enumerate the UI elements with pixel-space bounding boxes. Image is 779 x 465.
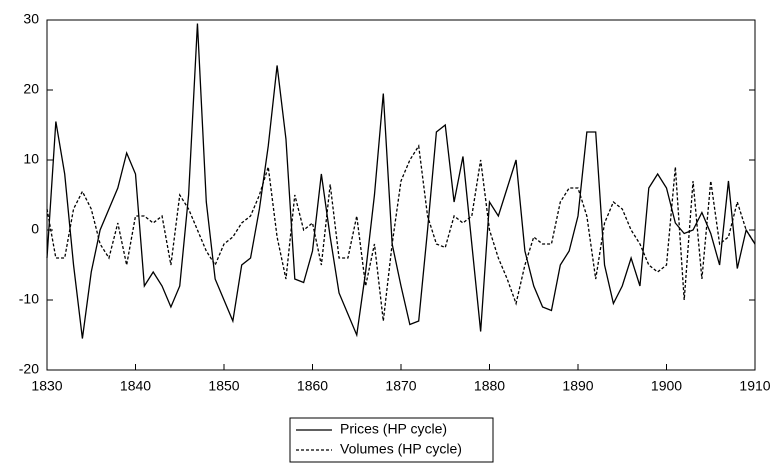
legend-box	[289, 417, 494, 463]
series-line	[46, 144, 756, 322]
y-tick-label: -10	[19, 291, 39, 307]
x-tick-label: 1900	[651, 378, 682, 394]
x-tick-label: 1840	[120, 378, 151, 394]
series-line	[46, 23, 756, 339]
x-tick-label: 1830	[31, 378, 62, 394]
y-tick-label: 20	[23, 81, 39, 97]
legend-label: Prices (HP cycle)	[340, 421, 447, 437]
y-tick-label: 10	[23, 151, 39, 167]
x-tick-label: 1890	[562, 378, 593, 394]
x-tick-label: 1860	[297, 378, 328, 394]
x-tick-label: 1880	[474, 378, 505, 394]
y-tick-label: -20	[19, 361, 39, 377]
x-tick-label: 1850	[208, 378, 239, 394]
x-tick-label: 1870	[385, 378, 416, 394]
y-tick-label: 0	[31, 221, 39, 237]
legend-label: Volumes (HP cycle)	[340, 441, 462, 457]
y-tick-label: 30	[23, 11, 39, 27]
x-tick-label: 1910	[739, 378, 770, 394]
